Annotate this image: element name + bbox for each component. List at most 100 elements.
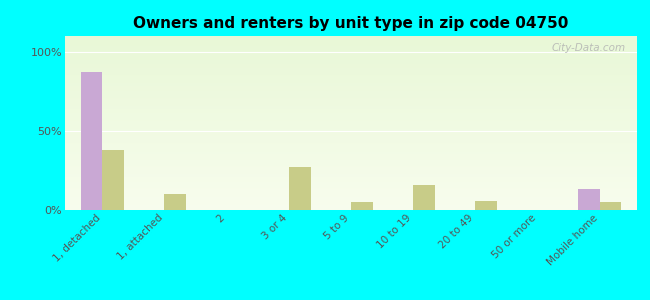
Bar: [65, 57, 637, 58]
Bar: [65, 195, 637, 196]
Bar: [102, 150, 124, 210]
Bar: [65, 111, 637, 112]
Bar: [65, 42, 637, 43]
Bar: [65, 167, 637, 168]
Bar: [65, 115, 637, 116]
Bar: [65, 175, 637, 176]
Bar: [65, 139, 637, 140]
Bar: [65, 196, 637, 197]
Bar: [65, 153, 637, 154]
Bar: [65, 67, 637, 68]
Bar: [65, 209, 637, 210]
Bar: [65, 70, 637, 71]
Bar: [65, 108, 637, 109]
Bar: [65, 135, 637, 136]
Bar: [65, 78, 637, 79]
Bar: [65, 74, 637, 75]
Bar: [65, 159, 637, 160]
Bar: [65, 178, 637, 179]
Bar: [65, 54, 637, 55]
Bar: [65, 134, 637, 135]
Bar: [65, 109, 637, 110]
Bar: [65, 176, 637, 177]
Bar: [65, 136, 637, 137]
Bar: [65, 145, 637, 146]
Bar: [65, 169, 637, 170]
Bar: [65, 184, 637, 185]
Bar: [65, 91, 637, 92]
Bar: [289, 167, 311, 210]
Bar: [65, 106, 637, 107]
Bar: [65, 73, 637, 74]
Bar: [65, 75, 637, 76]
Bar: [65, 160, 637, 161]
Bar: [65, 164, 637, 165]
Bar: [65, 125, 637, 126]
Bar: [65, 152, 637, 153]
Bar: [65, 148, 637, 149]
Bar: [65, 69, 637, 70]
Bar: [65, 118, 637, 119]
Bar: [65, 103, 637, 104]
Bar: [65, 98, 637, 99]
Bar: [65, 84, 637, 85]
Bar: [65, 40, 637, 41]
Bar: [65, 156, 637, 157]
Bar: [65, 89, 637, 90]
Bar: [65, 206, 637, 207]
Bar: [65, 114, 637, 115]
Bar: [65, 205, 637, 206]
Bar: [65, 55, 637, 56]
Bar: [65, 39, 637, 40]
Bar: [65, 101, 637, 102]
Bar: [65, 93, 637, 94]
Bar: [65, 68, 637, 69]
Bar: [65, 132, 637, 133]
Bar: [413, 185, 435, 210]
Bar: [65, 63, 637, 64]
Bar: [65, 90, 637, 91]
Bar: [65, 122, 637, 123]
Bar: [65, 185, 637, 186]
Bar: [65, 77, 637, 78]
Bar: [65, 47, 637, 48]
Bar: [65, 173, 637, 174]
Bar: [65, 72, 637, 73]
Bar: [65, 87, 637, 88]
Bar: [65, 193, 637, 194]
Bar: [65, 117, 637, 118]
Text: City-Data.com: City-Data.com: [551, 43, 625, 53]
Bar: [65, 202, 637, 203]
Bar: [65, 150, 637, 151]
Bar: [65, 49, 637, 50]
Bar: [578, 189, 600, 210]
Title: Owners and renters by unit type in zip code 04750: Owners and renters by unit type in zip c…: [133, 16, 569, 31]
Bar: [475, 200, 497, 210]
Bar: [65, 38, 637, 39]
Bar: [65, 129, 637, 130]
Bar: [65, 154, 637, 155]
Bar: [65, 187, 637, 188]
Bar: [65, 85, 637, 86]
Bar: [65, 194, 637, 195]
Bar: [65, 95, 637, 96]
Bar: [65, 190, 637, 191]
Bar: [65, 96, 637, 97]
Bar: [65, 183, 637, 184]
Bar: [65, 71, 637, 72]
Bar: [65, 44, 637, 45]
Bar: [65, 102, 637, 103]
Bar: [65, 82, 637, 83]
Bar: [65, 161, 637, 162]
Bar: [65, 97, 637, 98]
Bar: [65, 56, 637, 57]
Bar: [65, 58, 637, 59]
Bar: [65, 64, 637, 65]
Bar: [65, 170, 637, 171]
Bar: [65, 198, 637, 199]
Bar: [65, 186, 637, 187]
Bar: [65, 88, 637, 89]
Bar: [65, 188, 637, 189]
Bar: [65, 41, 637, 42]
Bar: [65, 126, 637, 127]
